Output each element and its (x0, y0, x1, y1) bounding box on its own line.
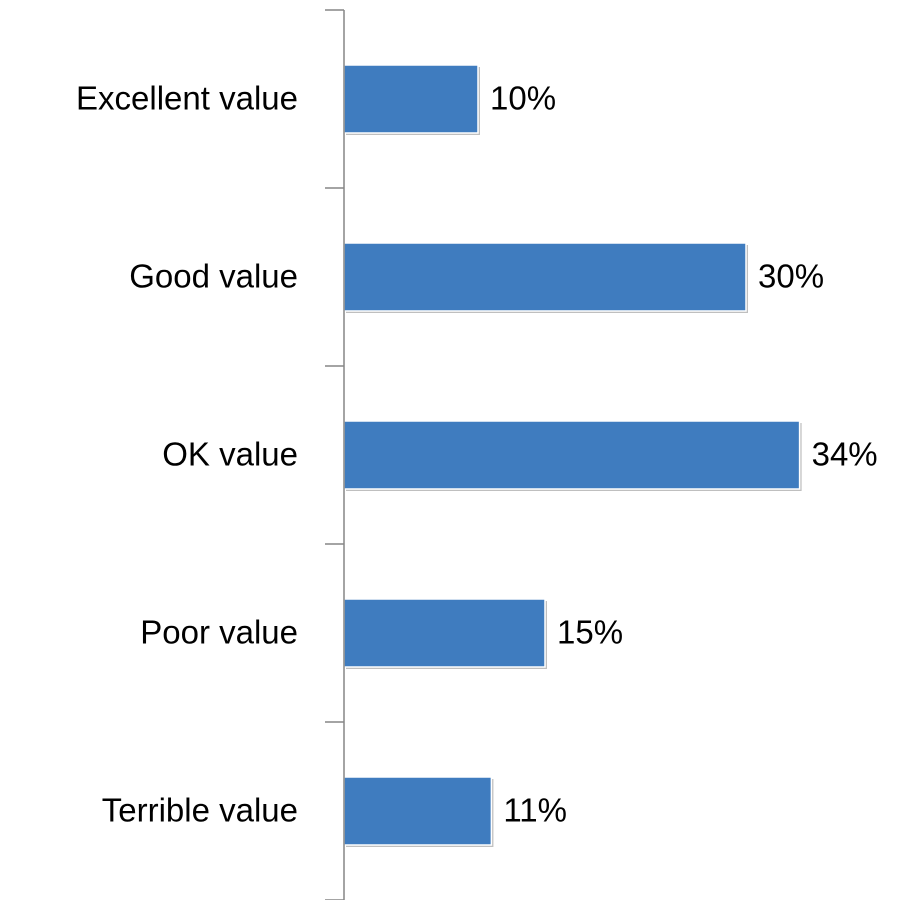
data-label: 11% (503, 792, 567, 829)
y-tick-label: Good value (129, 258, 298, 295)
y-tick-label: OK value (162, 436, 298, 473)
data-label: 30% (758, 258, 824, 295)
data-label: 34% (812, 436, 878, 473)
bar (343, 598, 546, 668)
y-tick-label: Terrible value (102, 792, 298, 829)
y-tick-label: Excellent value (76, 80, 298, 117)
y-tick-label: Poor value (140, 614, 298, 651)
data-label: 10% (490, 80, 556, 117)
data-label: 15% (557, 614, 623, 651)
bar (343, 776, 493, 846)
bar (343, 64, 479, 134)
bar (343, 242, 747, 312)
bar (343, 420, 801, 490)
